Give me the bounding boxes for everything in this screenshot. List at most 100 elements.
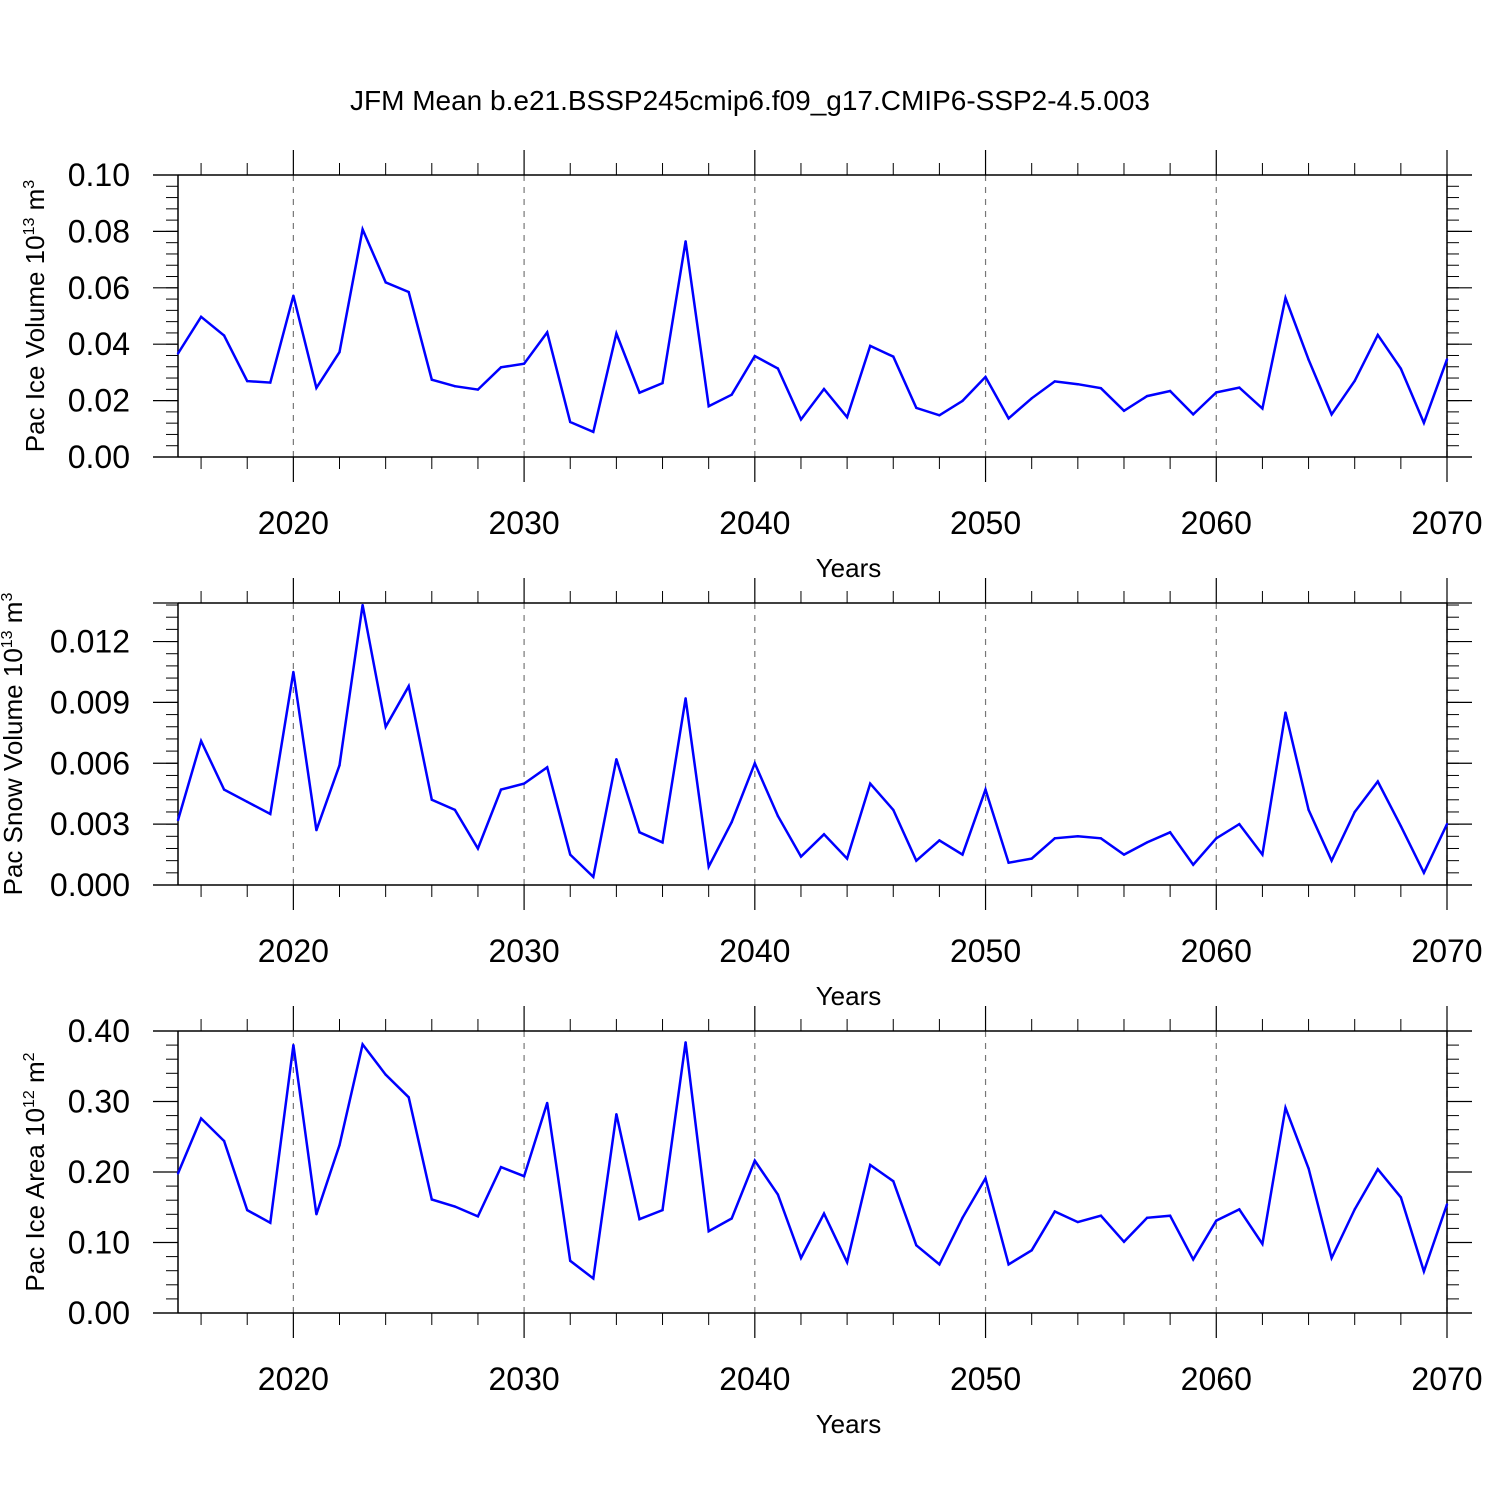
data-point	[569, 1259, 572, 1263]
panels: 0.00 0.02 0.04 0.06 0.08 0.10 2020 2030 2040 2050…	[0, 150, 1483, 1439]
data-point	[984, 788, 987, 791]
data-point	[199, 1117, 203, 1120]
data-point	[730, 393, 733, 396]
data-point	[292, 1043, 295, 1047]
data-point	[453, 808, 457, 812]
data-point	[246, 1208, 249, 1212]
x-axis-label: Years	[816, 981, 882, 1011]
data-point	[961, 853, 964, 856]
data-point	[915, 859, 918, 862]
data-point	[292, 294, 295, 297]
x-tick-label: 2030	[488, 1361, 559, 1397]
data-point	[315, 1213, 318, 1216]
data-point	[961, 399, 964, 403]
y-tick-label: 0.012	[50, 624, 130, 660]
data-point	[661, 841, 664, 844]
data-point	[476, 388, 480, 391]
data-point	[430, 378, 433, 381]
data-point	[1168, 831, 1172, 834]
x-tick-label: 2050	[950, 1361, 1021, 1397]
panel-3: 0.00 0.10 0.20 0.30 0.40 2020 2030 2040 2050 2060…	[20, 1006, 1483, 1439]
y-tick-label: 0.02	[68, 383, 130, 419]
data-point	[1353, 379, 1356, 383]
y-axis-label: Pac Ice Area 1012 m2	[20, 1052, 50, 1291]
data-point	[1192, 863, 1195, 866]
data-point	[222, 788, 226, 791]
y-tick-label: 0.00	[68, 439, 130, 475]
data-point	[938, 839, 941, 842]
x-tick-label: 2060	[1181, 505, 1252, 541]
data-point	[1030, 857, 1033, 860]
y-axis-label: Pac Ice Volume 1013 m3	[20, 180, 50, 453]
data-point	[915, 406, 918, 410]
data-point	[799, 1256, 803, 1260]
data-point	[269, 381, 272, 384]
x-tick-label: 2060	[1181, 1361, 1252, 1397]
data-point	[1376, 780, 1379, 783]
data-point	[338, 764, 341, 767]
x-tick-label: 2020	[258, 1361, 329, 1397]
data-point	[384, 281, 387, 284]
data-point	[476, 847, 480, 850]
data-point	[1307, 358, 1310, 361]
y-axis-label: Pac Snow Volume 1013 m3	[0, 593, 28, 896]
data-point	[776, 367, 780, 370]
data-point	[776, 814, 780, 818]
x-tick-label: 2040	[719, 1361, 790, 1397]
data-point	[1076, 383, 1080, 386]
data-point	[1215, 391, 1218, 394]
data-point	[569, 420, 572, 424]
data-point	[1145, 394, 1149, 398]
x-tick-label: 2060	[1181, 933, 1252, 969]
data-point	[407, 684, 410, 688]
data-point	[269, 1221, 272, 1224]
data-point	[1215, 837, 1218, 840]
data-point	[776, 1193, 780, 1196]
data-point	[1399, 1196, 1403, 1199]
data-point	[638, 831, 641, 834]
y-tick-label: 0.000	[50, 867, 130, 903]
data-point	[615, 332, 618, 335]
data-point	[822, 833, 826, 836]
data-point	[684, 1041, 687, 1044]
data-point	[361, 603, 364, 607]
data-point	[845, 416, 849, 419]
data-point	[176, 1172, 180, 1175]
x-tick-label: 2050	[950, 933, 1021, 969]
data-point	[615, 1112, 618, 1116]
data-point	[892, 808, 895, 812]
data-point	[384, 1073, 387, 1076]
y-tick-label: 0.006	[50, 745, 130, 781]
data-point	[1030, 397, 1033, 400]
data-point	[1122, 409, 1126, 412]
x-tick-label: 2040	[719, 505, 790, 541]
data-point	[868, 1163, 872, 1167]
data-point	[730, 820, 733, 824]
data-point	[522, 782, 526, 785]
data-point	[799, 855, 803, 858]
x-axis-label: Years	[816, 553, 882, 583]
data-point	[407, 1096, 410, 1099]
data-point	[684, 697, 687, 700]
x-axis-label: Years	[816, 1409, 882, 1439]
x-tick-label: 2070	[1411, 933, 1482, 969]
data-point	[430, 798, 433, 801]
data-point	[892, 1179, 895, 1183]
data-point	[615, 758, 618, 761]
data-point	[246, 800, 249, 804]
data-point	[199, 315, 203, 319]
x-tick-label: 2020	[258, 505, 329, 541]
data-point	[1330, 413, 1333, 416]
data-point	[522, 362, 526, 365]
data-point	[1238, 822, 1241, 826]
data-point	[545, 766, 549, 769]
data-point	[799, 418, 803, 421]
data-point	[199, 739, 203, 743]
data-point	[1053, 837, 1056, 840]
data-point	[938, 1263, 941, 1266]
data-point	[753, 762, 757, 765]
data-point	[1445, 1203, 1449, 1206]
data-point	[453, 385, 457, 388]
data-point	[1330, 1256, 1333, 1260]
data-point	[1122, 1240, 1126, 1243]
